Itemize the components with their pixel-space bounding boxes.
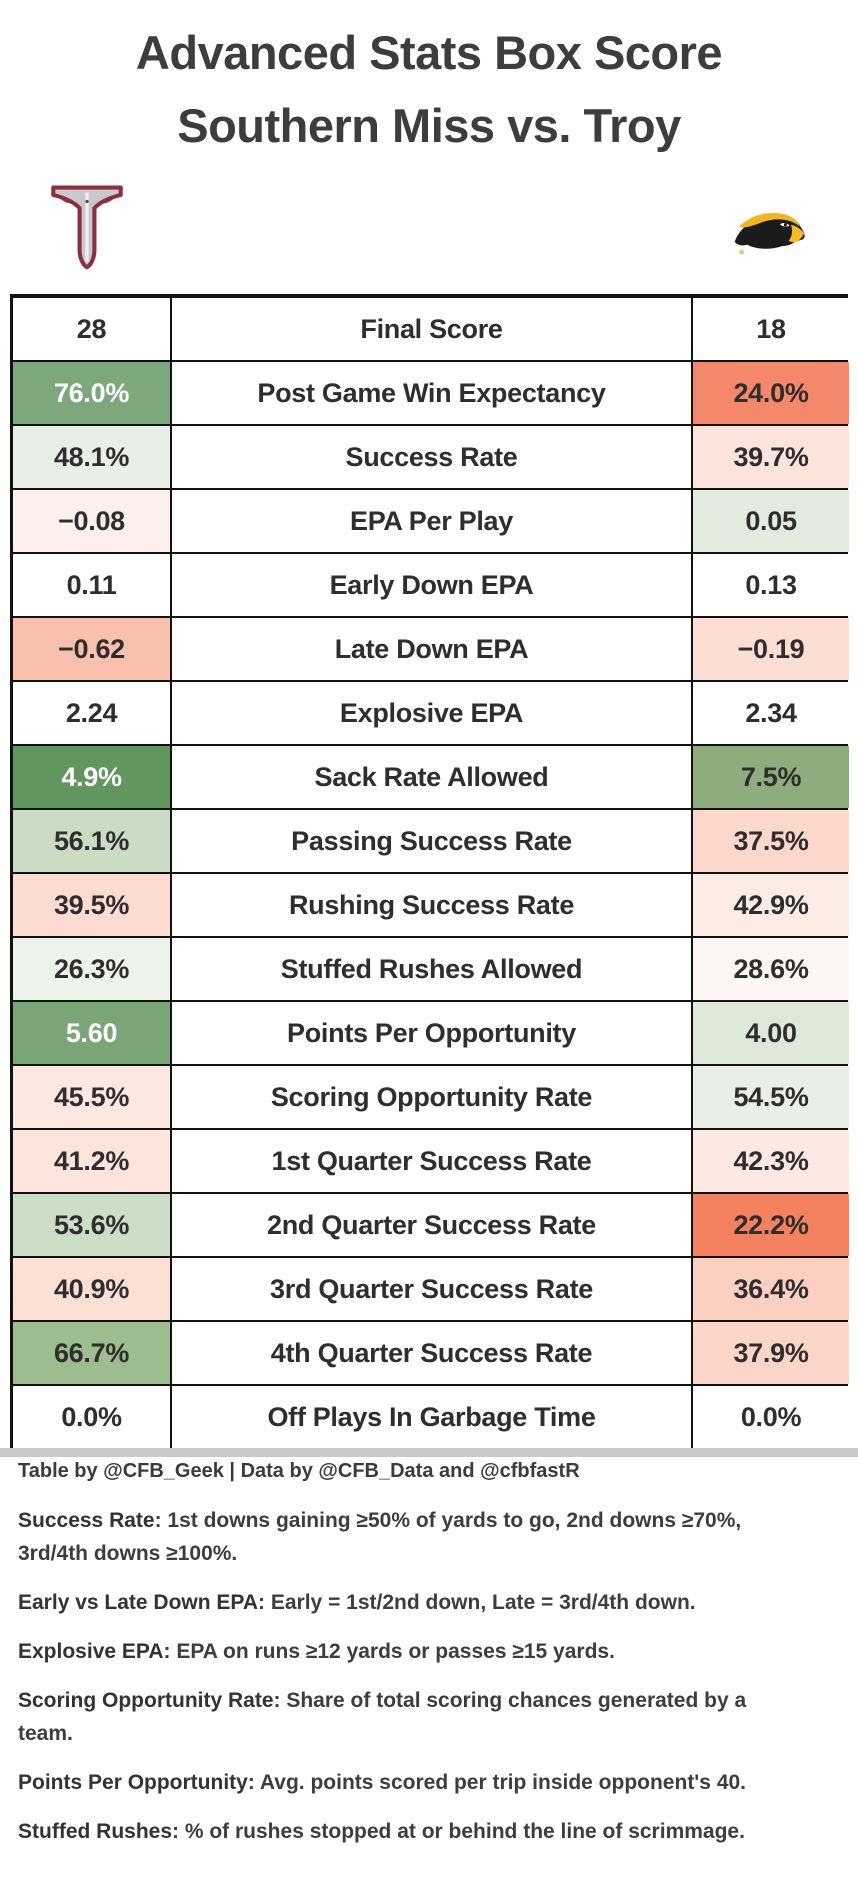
left-value: 2.24 [13,682,170,744]
left-value: 4.9% [13,746,170,808]
southern-miss-eagle-icon [728,206,810,260]
note-text: : Share of total scoring chances generat… [18,1689,747,1745]
stat-name: Sack Rate Allowed [172,746,691,808]
stat-name: 4th Quarter Success Rate [172,1322,691,1384]
left-value: 76.0% [13,362,170,424]
note-stuffed-rushes: Stuffed Rushes: % of rushes stopped at o… [18,1815,763,1848]
right-value: −0.19 [693,618,849,680]
right-value: 0.05 [693,490,849,552]
right-value: 2.34 [693,682,849,744]
credit-line: Table by @CFB_Geek | Data by @CFB_Data a… [18,1460,580,1482]
right-value: 42.9% [693,874,849,936]
stat-name: Off Plays In Garbage Time [172,1386,691,1448]
left-value: 39.5% [13,874,170,936]
left-value: 66.7% [13,1322,170,1384]
right-value: 22.2% [693,1194,849,1256]
left-value: 48.1% [13,426,170,488]
left-value: 41.2% [13,1130,170,1192]
right-value: 54.5% [693,1066,849,1128]
stat-name: EPA Per Play [172,490,691,552]
stats-table: 28 Final Score 18 76.0% Post Game Win Ex… [10,294,849,1448]
left-value: 28 [13,298,170,360]
right-value: 37.9% [693,1322,849,1384]
stat-name: 3rd Quarter Success Rate [172,1258,691,1320]
right-value: 37.5% [693,810,849,872]
note-term: Stuffed Rushes [18,1820,173,1843]
stat-name: Early Down EPA [172,554,691,616]
note-text: : Early = 1st/2nd down, Late = 3rd/4th d… [258,1591,696,1614]
note-explosive-epa: Explosive EPA: EPA on runs ≥12 yards or … [18,1635,763,1668]
left-value: −0.08 [13,490,170,552]
left-value: 56.1% [13,810,170,872]
right-value: 39.7% [693,426,849,488]
stat-name: Points Per Opportunity [172,1002,691,1064]
note-text: : EPA on runs ≥12 yards or passes ≥15 ya… [163,1640,615,1663]
note-scoring-opportunity: Scoring Opportunity Rate: Share of total… [18,1684,763,1750]
right-value: 4.00 [693,1002,849,1064]
left-value: 0.0% [13,1386,170,1448]
left-value: 26.3% [13,938,170,1000]
page-title: Advanced Stats Box Score Southern Miss v… [0,16,858,162]
note-early-late-epa: Early vs Late Down EPA: Early = 1st/2nd … [18,1586,763,1619]
note-term: Explosive EPA [18,1640,164,1663]
note-success-rate: Success Rate: 1st downs gaining ≥50% of … [18,1504,763,1570]
left-value: −0.62 [13,618,170,680]
left-value: 40.9% [13,1258,170,1320]
stat-name: Late Down EPA [172,618,691,680]
right-value: 0.0% [693,1386,849,1448]
note-text: : % of rushes stopped at or behind the l… [172,1820,745,1843]
right-value: 36.4% [693,1258,849,1320]
right-value: 24.0% [693,362,849,424]
right-value: 42.3% [693,1130,849,1192]
note-text: : 1st downs gaining ≥50% of yards to go,… [18,1509,742,1565]
footer-notes: Table by @CFB_Geek | Data by @CFB_Data a… [18,1455,763,1864]
left-value: 45.5% [13,1066,170,1128]
note-term: Early vs Late Down EPA [18,1591,259,1614]
right-value: 7.5% [693,746,849,808]
right-value: 28.6% [693,938,849,1000]
right-value: 0.13 [693,554,849,616]
stat-name: Explosive EPA [172,682,691,744]
note-points-per-opportunity: Points Per Opportunity: Avg. points scor… [18,1766,763,1799]
table-bottom-divider [0,1448,858,1457]
stat-name: Scoring Opportunity Rate [172,1066,691,1128]
left-value: 0.11 [13,554,170,616]
note-term: Success Rate [18,1509,155,1532]
note-term: Scoring Opportunity Rate [18,1689,274,1712]
note-text: : Avg. points scored per trip inside opp… [247,1771,747,1794]
stat-name: Stuffed Rushes Allowed [172,938,691,1000]
note-term: Points Per Opportunity [18,1771,248,1794]
stat-name: Success Rate [172,426,691,488]
stat-name: 1st Quarter Success Rate [172,1130,691,1192]
troy-t-logo-icon [50,184,124,270]
left-value: 5.60 [13,1002,170,1064]
stat-name: Post Game Win Expectancy [172,362,691,424]
stat-name: 2nd Quarter Success Rate [172,1194,691,1256]
left-value: 53.6% [13,1194,170,1256]
stat-name: Rushing Success Rate [172,874,691,936]
right-value: 18 [693,298,849,360]
title-line-2: Southern Miss vs. Troy [177,99,681,152]
stat-name: Passing Success Rate [172,810,691,872]
title-line-1: Advanced Stats Box Score [135,26,723,79]
stat-name: Final Score [172,298,691,360]
